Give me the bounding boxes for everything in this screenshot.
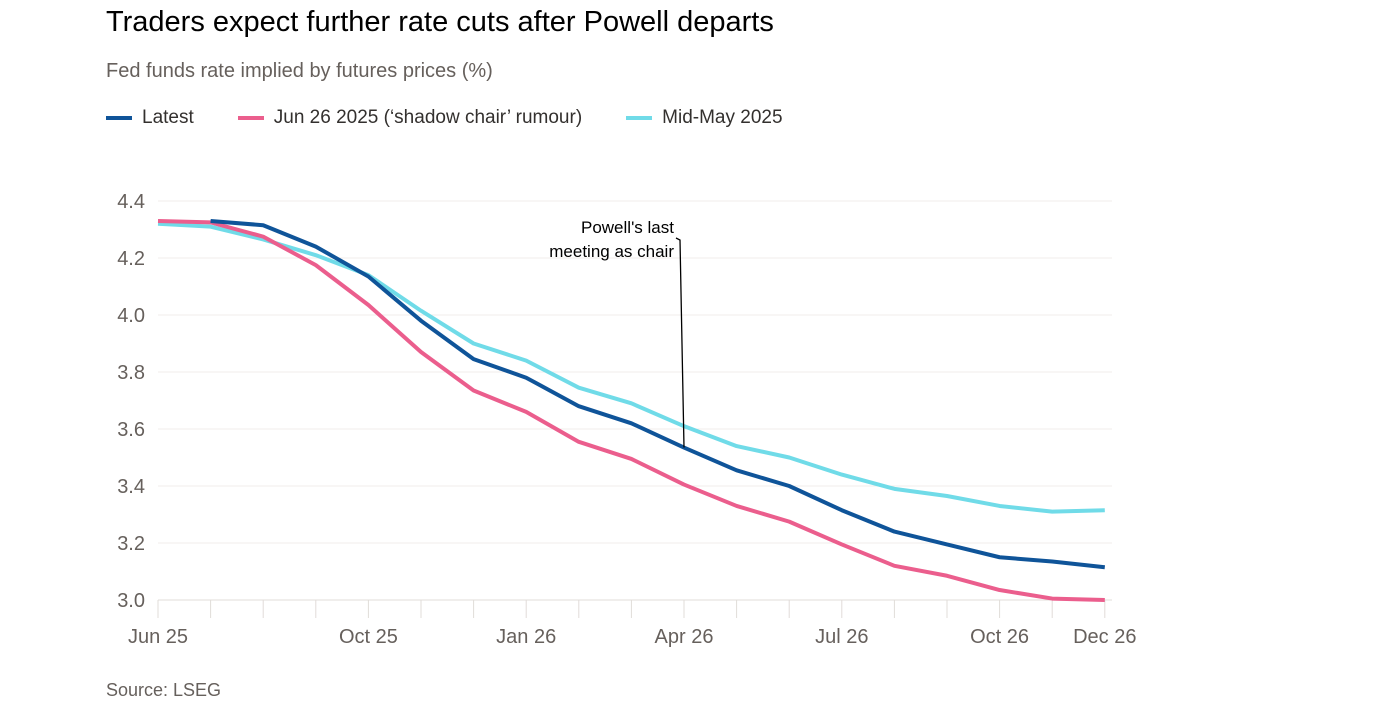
source-note: Source: LSEG bbox=[106, 680, 222, 700]
legend-label: Mid-May 2025 bbox=[662, 107, 783, 128]
y-tick-label: 3.0 bbox=[117, 590, 145, 612]
series-line bbox=[157, 218, 1105, 602]
x-tick-label: Jul 26 bbox=[815, 626, 868, 648]
legend-item: Latest bbox=[106, 107, 194, 129]
legend-swatch bbox=[237, 116, 264, 120]
y-tick-label: 4.4 bbox=[117, 191, 145, 213]
x-tick-label: Dec 26 bbox=[1073, 626, 1136, 648]
y-tick-label: 3.8 bbox=[117, 362, 145, 384]
legend-swatch bbox=[626, 116, 653, 120]
legend-item: Jun 26 2025 (‘shadow chair’ rumour) bbox=[237, 107, 583, 129]
x-tick-label: Jan 26 bbox=[496, 626, 556, 648]
chart-title: Traders expect further rate cuts after P… bbox=[106, 6, 774, 38]
legend-item: Mid-May 2025 bbox=[626, 107, 783, 129]
annotation-label: meeting as chair bbox=[549, 242, 674, 261]
x-tick-label: Apr 26 bbox=[655, 626, 714, 648]
y-tick-label: 4.2 bbox=[117, 248, 145, 270]
x-tick-label: Jun 25 bbox=[128, 626, 188, 648]
x-tick-label: Oct 25 bbox=[339, 626, 398, 648]
legend-swatch bbox=[106, 116, 132, 120]
y-tick-label: 3.2 bbox=[117, 533, 145, 555]
series-line bbox=[157, 221, 1105, 514]
annotation-label: Powell's last bbox=[581, 218, 674, 237]
legend: Latest Jun 26 2025 (‘shadow chair’ rumour… bbox=[106, 107, 827, 129]
legend-label: Jun 26 2025 (‘shadow chair’ rumour) bbox=[273, 107, 583, 128]
annotation-leader bbox=[675, 237, 685, 448]
y-tick-label: 4.0 bbox=[117, 305, 145, 327]
x-tick-label: Oct 26 bbox=[970, 626, 1029, 648]
chart-subtitle: Fed funds rate implied by futures prices… bbox=[106, 60, 493, 82]
series-line bbox=[210, 218, 1106, 570]
y-tick-label: 3.6 bbox=[117, 419, 145, 441]
legend-label: Latest bbox=[142, 107, 194, 128]
y-tick-label: 3.4 bbox=[117, 476, 145, 498]
